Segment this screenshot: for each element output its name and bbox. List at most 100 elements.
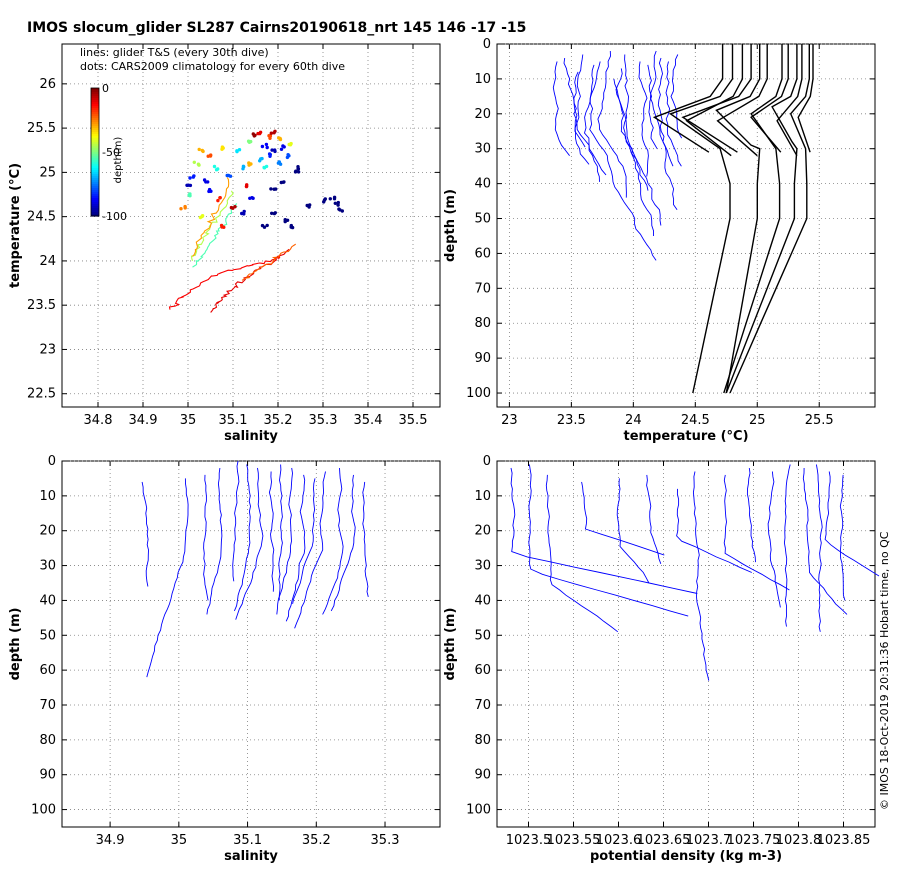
climatology-dot (197, 147, 201, 152)
climatology-dot (296, 167, 301, 171)
colorbar-segment (91, 194, 99, 197)
plot-frame (61, 43, 441, 408)
climatology-dot (336, 200, 340, 205)
y-tick-label: 10 (474, 489, 491, 504)
y-tick-label: 60 (474, 663, 491, 678)
climatology-dot (244, 184, 249, 189)
colorbar-segment (91, 92, 99, 95)
climatology-dot (322, 200, 326, 204)
x-tick-label: 24 (625, 413, 642, 428)
glider-density-profile (783, 464, 791, 627)
climatology-dot (258, 159, 262, 163)
glider-density-profile (581, 481, 665, 556)
x-tick-label: 23.5 (557, 413, 586, 428)
colorbar-segment (91, 186, 99, 189)
climatology-dot (276, 161, 281, 165)
colorbar-segment (91, 138, 99, 141)
glider-density-profile (545, 474, 619, 633)
colorbar-segment (91, 190, 99, 193)
y-tick-label: 60 (474, 246, 491, 261)
x-tick-label: 1023.65 (637, 833, 691, 848)
colorbar-segment (91, 150, 99, 153)
glider-salinity-profile (268, 471, 275, 592)
colorbar-segment (91, 148, 99, 151)
y-tick-label: 100 (31, 803, 56, 818)
climatology-dot (333, 201, 337, 205)
colorbar-segment (91, 146, 99, 149)
climatology-temperature-profile (715, 44, 761, 394)
x-tick-label: 34.9 (96, 833, 125, 848)
climatology-dot (192, 174, 196, 178)
colorbar-segment (91, 182, 99, 185)
glider-temperature-profile (670, 54, 683, 139)
colorbar-segment (91, 152, 99, 155)
x-tick-label: 1023.85 (817, 833, 871, 848)
climatology-dot (281, 144, 285, 148)
glider-salinity-profile (235, 467, 264, 620)
climatology-dot (265, 223, 269, 228)
glider-salinity-profile (278, 464, 283, 601)
x-tick-label: 1023.7 (686, 833, 732, 848)
colorbar-segment (91, 156, 99, 159)
glider-salinity-profile (206, 467, 223, 615)
climatology-dot (273, 211, 277, 215)
x-tick-label: 35 (180, 413, 197, 428)
glider-density-profile (510, 467, 698, 594)
y-tick-label: 100 (466, 386, 491, 401)
colorbar-segment (91, 200, 99, 203)
plot-frame (496, 460, 876, 828)
colorbar-segment (91, 166, 99, 169)
glider-temperature-profile (638, 61, 649, 177)
climatology-dot (237, 148, 242, 152)
y-tick-label: 0 (483, 37, 491, 52)
glider-temperature-profile (647, 64, 658, 149)
y-axis-label: depth (m) (8, 608, 23, 681)
plot-frame (61, 460, 441, 828)
climatology-dot (252, 134, 256, 138)
y-tick-label: 50 (474, 212, 491, 227)
plot-frame (496, 43, 876, 408)
y-tick-label: 23.5 (27, 298, 56, 313)
colorbar-segment (91, 176, 99, 179)
colorbar-tick-label: 0 (102, 82, 109, 95)
colorbar-segment (91, 202, 99, 205)
y-tick-label: 20 (474, 524, 491, 539)
y-tick-label: 80 (39, 733, 56, 748)
climatology-dot (204, 180, 208, 184)
y-tick-label: 20 (474, 107, 491, 122)
y-tick-label: 80 (474, 733, 491, 748)
glider-temperature-profile (552, 61, 570, 156)
colorbar-segment (91, 88, 99, 91)
colorbar-segment (91, 142, 99, 145)
y-tick-label: 60 (39, 663, 56, 678)
glider-salinity-profile (232, 460, 240, 582)
colorbar-segment (91, 162, 99, 165)
colorbar-segment (91, 112, 99, 115)
colorbar-segment (91, 208, 99, 211)
climatology-temperature-profile (750, 44, 789, 153)
glider-temperature-profile (665, 61, 682, 167)
climatology-temperature-profile (716, 44, 768, 157)
colorbar-segment (91, 114, 99, 117)
climatology-dot (186, 183, 191, 187)
glider-salinity-profile (285, 474, 306, 622)
figure-title: IMOS slocum_glider SL287 Cairns20190618_… (27, 20, 527, 36)
climatology-dot (206, 154, 210, 158)
colorbar-segment (91, 154, 99, 157)
climatology-dot (188, 176, 192, 180)
climatology-temperature-profile (725, 44, 798, 394)
y-tick-label: 90 (474, 768, 491, 783)
colorbar-segment (91, 184, 99, 187)
climatology-dot (246, 139, 251, 143)
y-tick-label: 40 (39, 593, 56, 608)
climatology-temperature-profile (723, 44, 783, 394)
x-axis-label: temperature (°C) (623, 429, 748, 444)
climatology-dot (274, 187, 278, 191)
climatology-dot (272, 131, 276, 135)
climatology-dot (282, 180, 286, 184)
x-axis-label: salinity (224, 429, 278, 444)
climatology-temperature-profile (729, 44, 810, 394)
climatology-dot (258, 130, 263, 134)
climatology-dot (328, 197, 332, 201)
climatology-dot (278, 137, 283, 142)
